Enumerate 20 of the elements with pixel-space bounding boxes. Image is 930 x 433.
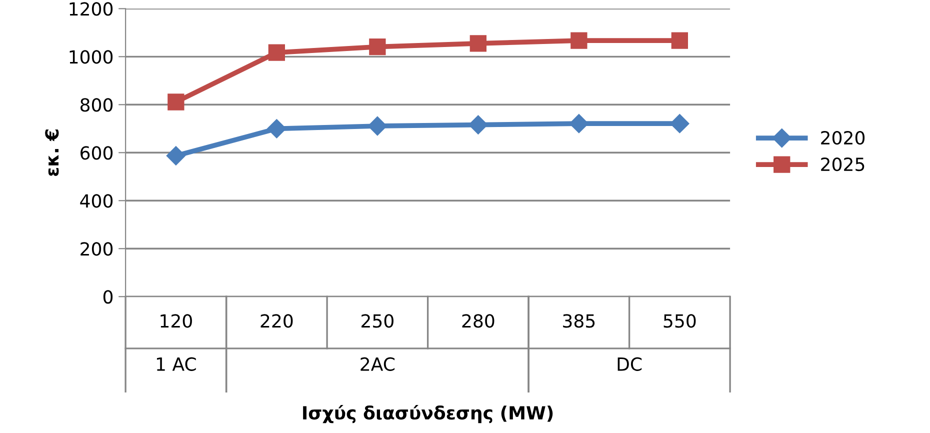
text: DC bbox=[618, 357, 642, 371]
y-tick-label: 800 bbox=[80, 98, 113, 112]
x-tick-label: 550 bbox=[664, 314, 696, 328]
y-tick-label: 600 bbox=[80, 146, 113, 160]
y-tick-label: 200 bbox=[80, 242, 113, 256]
y-tick-label: 0 bbox=[103, 290, 113, 304]
y-tick-label: 400 bbox=[80, 194, 113, 208]
x-tick-label: 120 bbox=[160, 314, 192, 328]
x-tick-label: 250 bbox=[362, 314, 394, 328]
y-axis-title: εκ. € bbox=[45, 130, 59, 176]
x-tick-label: 220 bbox=[260, 314, 293, 328]
legend-label: 2020 bbox=[821, 130, 865, 145]
legend-label: 2025 bbox=[821, 157, 864, 172]
y-tick-label: 1200 bbox=[70, 2, 113, 16]
x-tick-label: 280 bbox=[462, 314, 494, 328]
text: 2AC bbox=[360, 357, 395, 371]
x-tick-label: 385 bbox=[563, 314, 595, 328]
x-axis-title: Ισχύς διασύνδεσης (MW) bbox=[303, 404, 553, 424]
y-tick-label: 1000 bbox=[70, 50, 113, 64]
text: 1 AC bbox=[156, 357, 196, 371]
